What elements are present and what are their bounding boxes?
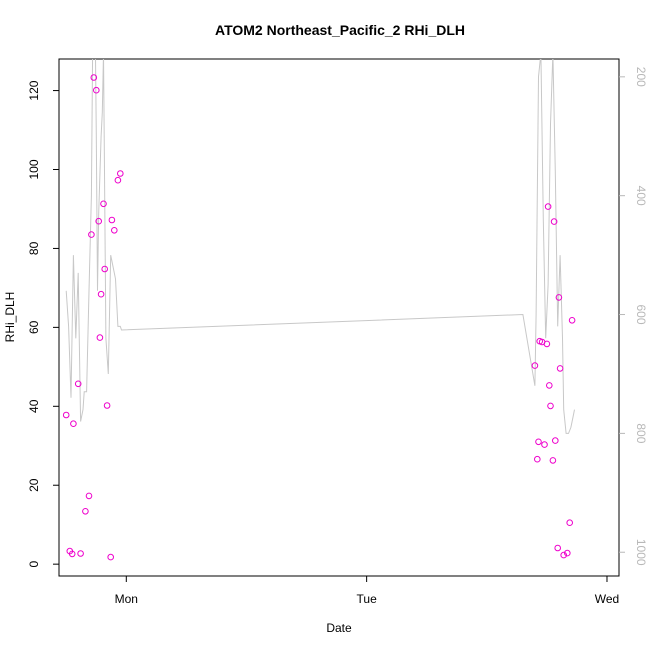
- data-point: [547, 402, 554, 410]
- data-point: [101, 265, 108, 273]
- right-y-axis: 200 400 600 800 1000: [619, 67, 648, 566]
- data-point: [90, 74, 98, 81]
- plot-frame: [58, 58, 620, 577]
- data-point: [568, 317, 576, 324]
- x-tick-label: Wed: [595, 592, 619, 606]
- y-axis: 0 20 40 60 80 100 120: [27, 80, 60, 568]
- y-tick-label: 60: [27, 320, 41, 334]
- x-tick-label: Mon: [115, 592, 138, 606]
- data-point: [546, 382, 553, 389]
- data-point: [549, 457, 557, 464]
- data-point: [554, 544, 562, 552]
- data-point: [62, 411, 70, 419]
- x-axis: Mon Tue Wed: [115, 576, 619, 606]
- data-point: [93, 86, 100, 94]
- data-point: [103, 402, 111, 409]
- y-axis-label: RHi_DLH: [3, 292, 17, 343]
- data-point: [531, 362, 539, 369]
- y2-tick-label: 600: [634, 305, 648, 325]
- data-point: [550, 218, 558, 225]
- data-point: [535, 438, 542, 446]
- data-point: [544, 203, 552, 210]
- data-point: [74, 380, 82, 388]
- y-tick-label: 0: [27, 561, 41, 568]
- data-point: [552, 437, 559, 444]
- y-tick-label: 20: [27, 478, 41, 492]
- data-point: [70, 420, 77, 428]
- data-point: [117, 170, 124, 177]
- data-point: [82, 508, 89, 515]
- data-point: [560, 551, 568, 559]
- data-point: [88, 231, 95, 238]
- data-point: [564, 549, 571, 557]
- data-point: [543, 340, 551, 348]
- data-point: [541, 441, 548, 448]
- data-point: [566, 519, 574, 527]
- data-point: [95, 217, 102, 225]
- data-point: [556, 365, 564, 372]
- data-point: [68, 550, 76, 558]
- data-point: [97, 290, 105, 298]
- altitude-line: [65, 59, 575, 434]
- y2-tick-label: 200: [634, 67, 648, 87]
- data-point: [114, 176, 122, 184]
- data-point: [77, 550, 84, 557]
- y-tick-label: 80: [27, 241, 41, 255]
- y-tick-label: 40: [27, 399, 41, 413]
- x-axis-label: Date: [326, 621, 352, 635]
- data-point: [555, 294, 563, 301]
- data-point: [96, 334, 104, 341]
- chart-title: ATOM2 Northeast_Pacific_2 RHi_DLH: [215, 22, 465, 38]
- y-tick-label: 100: [27, 159, 41, 179]
- data-point: [111, 227, 118, 234]
- x-tick-label: Tue: [357, 592, 378, 606]
- y2-tick-label: 400: [634, 186, 648, 206]
- data-point: [108, 216, 116, 224]
- y2-tick-label: 1000: [634, 539, 648, 566]
- y-tick-label: 120: [27, 80, 41, 100]
- altitude-line-layer: [65, 59, 575, 434]
- data-point: [534, 455, 541, 463]
- data-point: [85, 492, 93, 500]
- y2-tick-label: 800: [634, 423, 648, 443]
- points-layer: [62, 74, 576, 561]
- data-point: [100, 200, 107, 208]
- data-point: [107, 553, 114, 561]
